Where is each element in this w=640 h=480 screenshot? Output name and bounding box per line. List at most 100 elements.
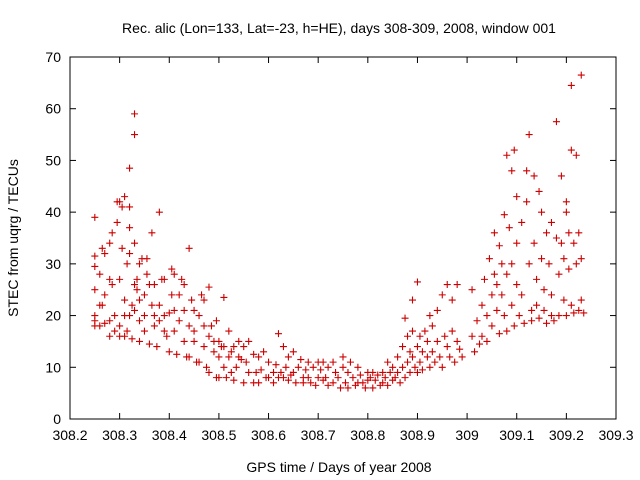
data-point xyxy=(493,306,501,314)
data-point xyxy=(518,291,526,299)
data-point xyxy=(394,368,402,376)
data-point xyxy=(525,131,533,139)
data-point xyxy=(369,384,377,392)
data-point xyxy=(173,350,181,358)
data-point xyxy=(133,275,141,283)
data-point xyxy=(493,281,501,289)
data-point xyxy=(111,312,119,320)
data-point xyxy=(240,379,248,387)
data-point xyxy=(230,343,238,351)
data-point xyxy=(245,368,253,376)
data-point xyxy=(478,332,486,340)
data-point xyxy=(289,368,297,376)
data-point xyxy=(106,275,114,283)
data-point xyxy=(299,379,307,387)
data-point xyxy=(155,317,163,325)
data-point xyxy=(294,363,302,371)
data-point xyxy=(131,131,139,139)
data-points xyxy=(91,71,588,392)
data-point xyxy=(438,363,446,371)
data-point xyxy=(230,376,238,384)
data-point xyxy=(150,322,158,330)
data-point xyxy=(108,229,116,237)
data-point xyxy=(483,312,491,320)
data-point xyxy=(185,322,193,330)
data-point xyxy=(391,374,399,382)
data-point xyxy=(265,358,273,366)
data-point xyxy=(577,255,585,263)
x-tick-label: 308.6 xyxy=(251,427,286,443)
data-point xyxy=(135,296,143,304)
data-point xyxy=(135,317,143,325)
data-point xyxy=(503,151,511,159)
data-point xyxy=(205,368,213,376)
data-point xyxy=(203,363,210,371)
data-point xyxy=(408,353,416,361)
data-point xyxy=(237,356,245,364)
data-point xyxy=(418,366,426,374)
data-point xyxy=(319,358,327,366)
data-point xyxy=(406,348,414,356)
data-point xyxy=(131,306,139,314)
data-point xyxy=(428,322,436,330)
data-point xyxy=(438,291,446,299)
data-point xyxy=(485,255,493,263)
data-point xyxy=(547,291,555,299)
data-point xyxy=(577,71,585,79)
data-point xyxy=(153,343,161,351)
data-point xyxy=(260,348,268,356)
data-point xyxy=(453,281,461,289)
y-tick-label: 0 xyxy=(53,411,61,427)
data-point xyxy=(394,353,402,361)
x-tick-label: 309 xyxy=(455,427,479,443)
data-point xyxy=(515,312,523,320)
data-point xyxy=(190,337,198,345)
data-point xyxy=(212,317,220,325)
data-point xyxy=(540,306,548,314)
data-point xyxy=(339,353,347,361)
data-point xyxy=(349,374,357,382)
data-point xyxy=(143,270,151,278)
data-point xyxy=(399,343,407,351)
data-point xyxy=(381,374,389,382)
data-point xyxy=(538,255,546,263)
data-point xyxy=(480,275,488,283)
data-point xyxy=(379,379,387,387)
data-point xyxy=(215,353,223,361)
data-point xyxy=(495,330,503,338)
data-point xyxy=(523,167,531,175)
data-point xyxy=(428,348,436,356)
data-point xyxy=(404,332,412,340)
data-point xyxy=(490,229,498,237)
data-point xyxy=(530,239,538,247)
data-point xyxy=(557,172,565,180)
data-point xyxy=(567,81,575,89)
data-point xyxy=(535,314,543,322)
data-point xyxy=(165,348,173,356)
data-point xyxy=(580,309,588,317)
x-tick-label: 309.3 xyxy=(598,427,633,443)
data-point xyxy=(215,337,223,345)
data-point xyxy=(572,151,580,159)
data-point xyxy=(371,376,379,384)
data-point xyxy=(178,275,186,283)
data-point xyxy=(101,250,109,258)
data-point xyxy=(91,286,99,294)
data-point xyxy=(396,379,404,387)
data-point xyxy=(282,363,290,371)
x-tick-label: 308.9 xyxy=(400,427,435,443)
data-point xyxy=(215,374,223,382)
data-point xyxy=(555,312,563,320)
data-point xyxy=(339,363,347,371)
data-point xyxy=(570,239,578,247)
data-point xyxy=(423,337,431,345)
x-tick-label: 309.1 xyxy=(499,427,534,443)
data-point xyxy=(500,312,508,320)
data-point xyxy=(386,368,394,376)
data-point xyxy=(121,332,129,340)
data-point xyxy=(354,363,362,371)
data-point xyxy=(471,348,479,356)
data-point xyxy=(131,239,139,247)
data-point xyxy=(366,374,374,382)
x-tick-label: 308.4 xyxy=(152,427,187,443)
